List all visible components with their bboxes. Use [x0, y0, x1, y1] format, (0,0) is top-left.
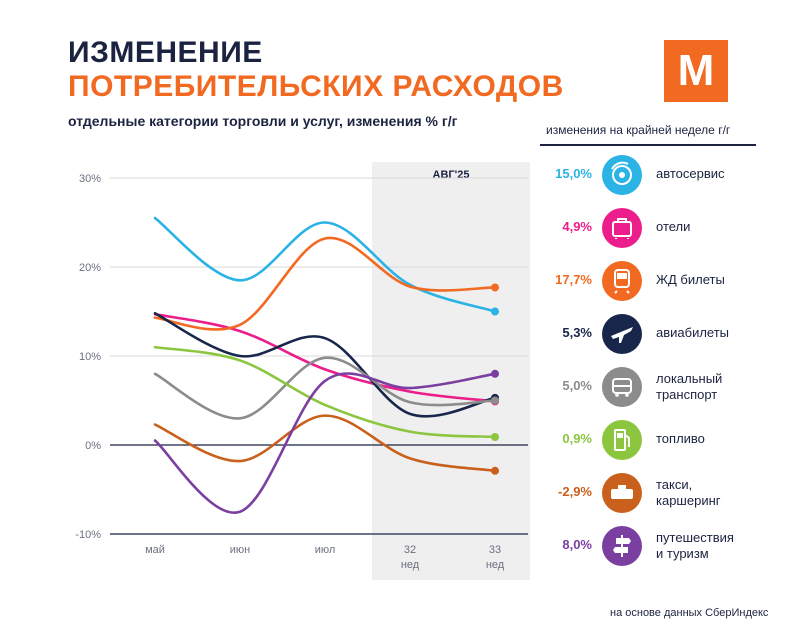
y-tick-label: 10% [79, 351, 101, 363]
brand-logo: М [664, 40, 728, 102]
legend-label-line: авиабилеты [656, 325, 730, 340]
x-tick-label: май [145, 544, 165, 556]
y-tick-label: 0% [85, 440, 101, 452]
bus-icon [602, 367, 642, 407]
series-end-marker-1 [491, 307, 499, 316]
legend-item: 4,9% отели [540, 205, 780, 251]
series-end-marker-5 [491, 396, 499, 405]
logo-letter: М [677, 46, 715, 95]
series-line-5 [153, 356, 497, 420]
legend-heading: изменения на крайней неделе г/г [546, 123, 731, 137]
highlight-label: АВГ'25 [433, 169, 470, 181]
legend-label-line: ЖД билеты [656, 272, 725, 287]
legend-label: топливо [656, 431, 705, 447]
legend-value: -2,9% [558, 484, 592, 499]
series-line-7 [153, 414, 497, 473]
legend-label-line: путешествия [656, 530, 734, 545]
legend-value: 5,0% [562, 378, 592, 393]
series-end-marker-8 [491, 369, 499, 378]
legend-label-line: такси, [656, 477, 693, 492]
highlight-band [372, 162, 530, 580]
suitcase-icon [602, 208, 642, 248]
legend-value: 8,0% [562, 537, 592, 552]
series-line-8 [153, 372, 497, 514]
x-tick-label: 32 [404, 544, 416, 556]
legend-value: 0,9% [562, 431, 592, 446]
series-line-6 [153, 345, 497, 439]
series-line-3 [153, 236, 497, 331]
train-icon [602, 261, 642, 301]
y-tick-label: 30% [79, 173, 101, 185]
legend-item: 15,0% автосервис [540, 152, 780, 198]
title-line-2: ПОТРЕБИТЕЛЬСКИХ РАСХОДОВ [68, 70, 564, 103]
x-tick-label: нед [401, 559, 420, 571]
legend-value: 5,3% [562, 325, 592, 340]
legend-item: -2,9% такси, каршеринг [540, 470, 780, 516]
legend-item: 17,7% ЖД билеты [540, 258, 780, 304]
fuel-pump-icon [602, 420, 642, 460]
x-tick-label: июл [315, 544, 336, 556]
y-tick-label: 20% [79, 262, 101, 274]
y-tick-label: -10% [75, 529, 101, 541]
legend-label-line: транспорт [656, 387, 718, 402]
legend-label-line: локальный [656, 371, 723, 386]
series-end-marker-6 [491, 432, 499, 441]
legend-value: 4,9% [562, 219, 592, 234]
legend-label: путешествия и туризм [656, 530, 734, 562]
legend-label: локальный транспорт [656, 371, 722, 403]
legend-value: 15,0% [555, 166, 592, 181]
legend-item: 0,9% топливо [540, 417, 780, 463]
legend-label: отели [656, 219, 690, 235]
legend-label-line: каршеринг [656, 493, 721, 508]
x-tick-label: июн [230, 544, 250, 556]
taxi-icon [602, 473, 642, 513]
signpost-icon [602, 526, 642, 566]
legend-item: 5,0% локальный транспорт [540, 364, 780, 410]
legend-label: авиабилеты [656, 325, 729, 341]
legend-label-line: отели [656, 219, 691, 234]
series-line-2 [153, 312, 497, 403]
legend-label: ЖД билеты [656, 272, 725, 288]
series-end-marker-7 [491, 466, 499, 475]
line-chart: АВГ'25 30% 20% 10% 0% -10% май июн июл 32 нед 33 нед [75, 162, 530, 580]
series-end-marker-3 [491, 283, 499, 292]
series-line-4 [153, 311, 497, 418]
legend-label-line: и туризм [656, 546, 709, 561]
legend-label: такси, каршеринг [656, 477, 721, 509]
source-note: на основе данных СберИндекс [610, 607, 769, 619]
legend-value: 17,7% [555, 272, 592, 287]
legend-item: 5,3% авиабилеты [540, 311, 780, 357]
airplane-icon [602, 314, 642, 354]
x-tick-label: 33 [489, 544, 501, 556]
legend-label: автосервис [656, 166, 725, 182]
car-service-icon [602, 155, 642, 195]
title-line-1: ИЗМЕНЕНИЕ [68, 36, 263, 69]
x-tick-label: нед [486, 559, 505, 571]
legend-item: 8,0% путешествия и туризм [540, 523, 780, 569]
legend-divider [540, 144, 756, 146]
subtitle: отдельные категории торговли и услуг, из… [68, 113, 458, 129]
series-line-1 [153, 216, 497, 313]
legend-label-line: топливо [656, 431, 705, 446]
legend-label-line: автосервис [656, 166, 725, 181]
